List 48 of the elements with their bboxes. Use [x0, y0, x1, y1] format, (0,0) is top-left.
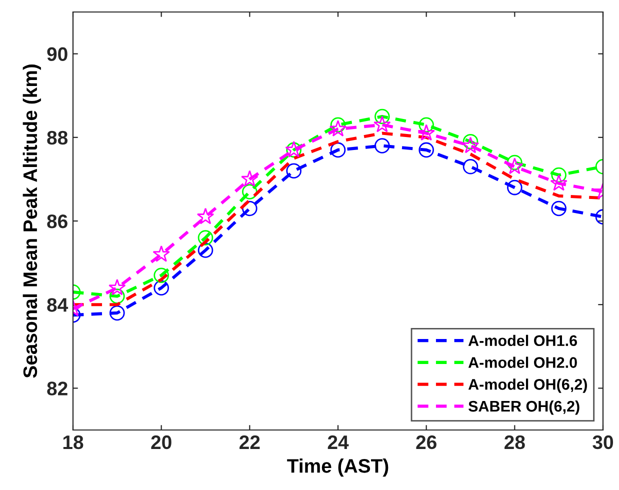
point	[374, 116, 391, 132]
legend-label: A-model OH(6,2)	[468, 378, 587, 393]
x-tick-label: 30	[592, 435, 614, 450]
x-axis-title: Time (AST)	[287, 458, 388, 477]
point	[462, 136, 480, 154]
point	[418, 117, 434, 132]
point	[507, 180, 522, 196]
point	[551, 167, 566, 183]
x-tick-label: 26	[416, 435, 436, 450]
y-tick-label: 90	[47, 47, 68, 62]
y-tick-label: 84	[47, 298, 68, 312]
point	[152, 245, 170, 262]
point	[374, 108, 390, 124]
x-tick-label: 20	[151, 435, 172, 450]
x-tick-label: 28	[504, 435, 525, 450]
point	[108, 278, 126, 296]
point	[462, 159, 478, 174]
point	[196, 208, 214, 224]
y-axis-title: Seasonal Mean Peak Altitude (km)	[22, 64, 41, 378]
x-tick-label: 18	[63, 435, 84, 450]
legend-label: A-model OH2.0	[468, 356, 577, 368]
point	[198, 242, 214, 258]
point	[507, 154, 522, 170]
point	[329, 120, 347, 136]
point	[241, 170, 258, 187]
point	[506, 158, 524, 174]
point	[330, 142, 346, 158]
legend-label: SABER OH(6,2)	[468, 400, 580, 415]
x-tick-label: 24	[328, 435, 349, 449]
y-tick-label: 82	[47, 382, 68, 396]
point	[286, 163, 302, 178]
point	[418, 142, 434, 158]
point	[550, 174, 568, 191]
y-tick-label: 88	[47, 130, 68, 145]
point	[330, 117, 346, 132]
point	[110, 305, 125, 321]
point	[418, 124, 435, 141]
point	[551, 200, 566, 216]
x-tick-label: 22	[240, 435, 260, 449]
point	[462, 134, 478, 150]
point	[154, 280, 169, 296]
point	[242, 184, 258, 200]
point	[374, 138, 390, 154]
point	[198, 230, 214, 246]
y-tick-label: 86	[47, 214, 68, 228]
legend-label: A-model OH1.6	[468, 334, 577, 346]
point	[110, 288, 125, 304]
point	[154, 268, 169, 283]
